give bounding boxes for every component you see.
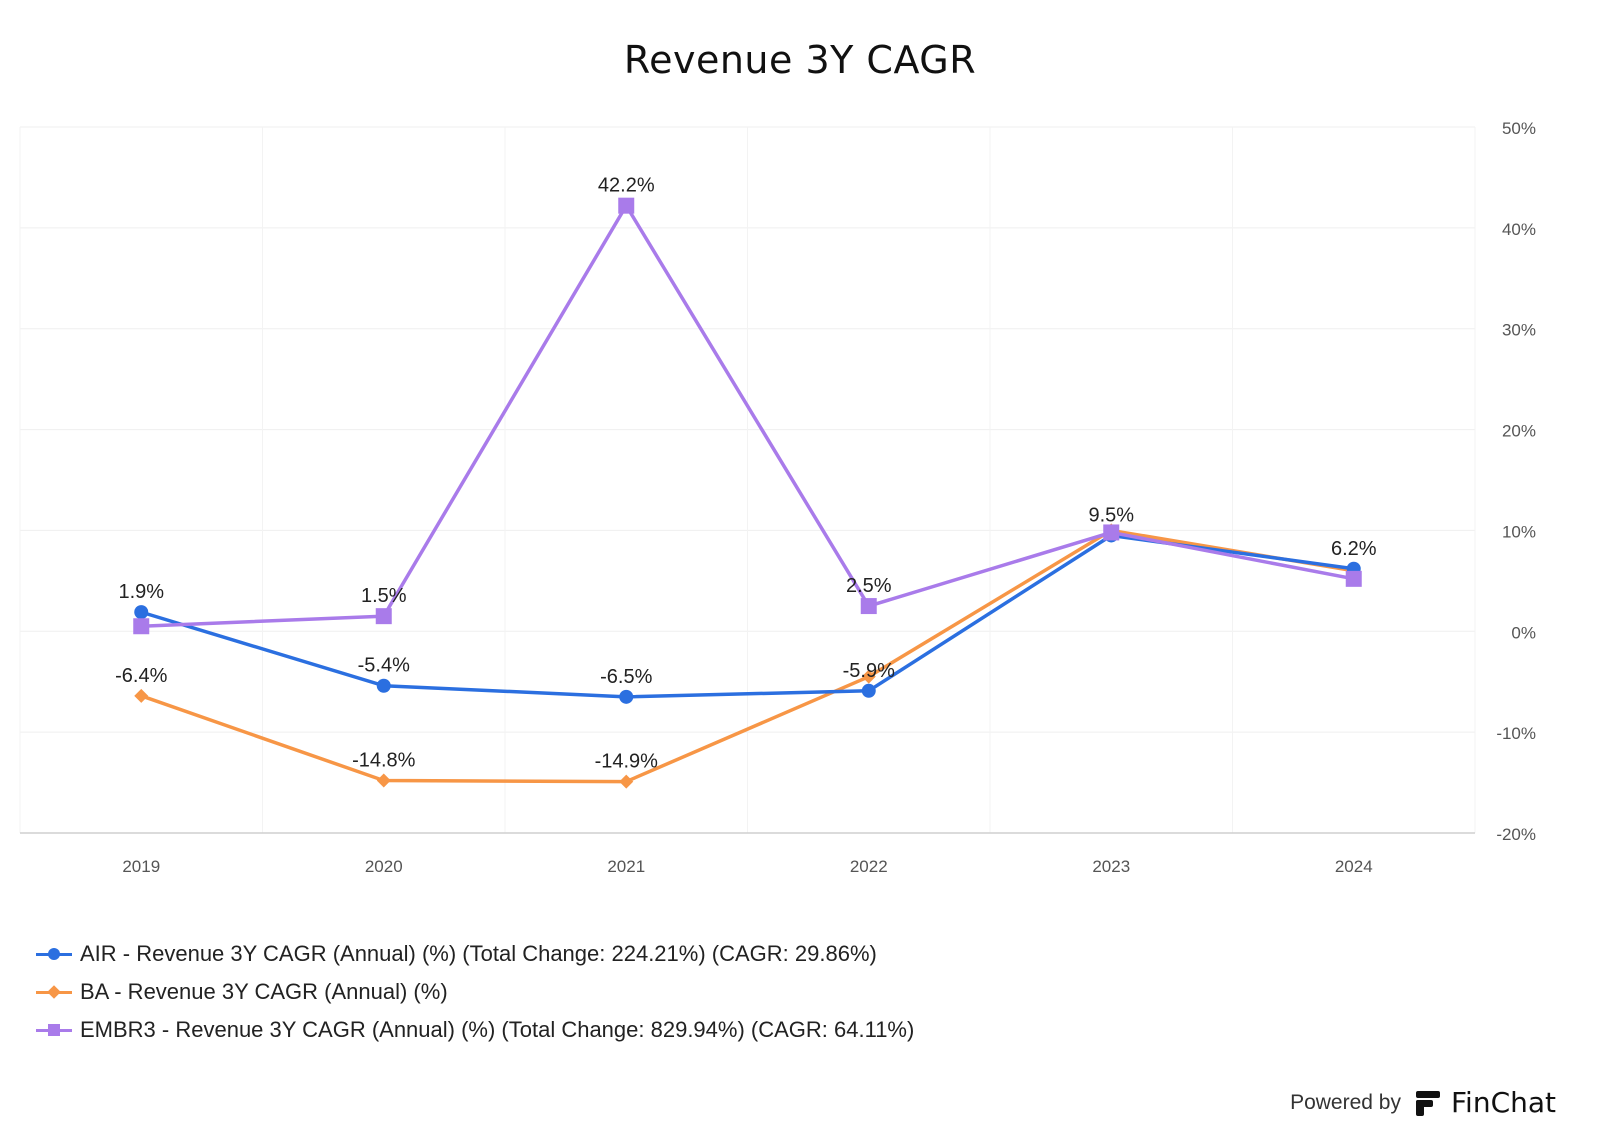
data-label-ba: -14.9% [595, 751, 659, 773]
series [133, 197, 1362, 789]
legend-label-air: AIR - Revenue 3Y CAGR (Annual) (%) (Tota… [80, 941, 877, 966]
chart-title: Revenue 3Y CAGR [623, 38, 977, 82]
data-label-embr3: 2.5% [846, 575, 892, 597]
data-point-air [619, 689, 634, 704]
data-point-embr3 [618, 197, 635, 214]
legend-item-embr3[interactable]: EMBR3 - Revenue 3Y CAGR (Annual) (%) (To… [36, 1011, 914, 1049]
data-label-air: -5.9% [843, 660, 895, 682]
data-point-ba [134, 688, 149, 703]
data-label-air: -5.4% [358, 655, 410, 677]
legend-item-air[interactable]: AIR - Revenue 3Y CAGR (Annual) (%) (Tota… [36, 935, 914, 973]
x-tick-label: 2019 [122, 857, 160, 876]
legend-swatch-ba [36, 985, 72, 999]
powered-by[interactable]: Powered by FinChat [1290, 1086, 1556, 1119]
x-tick-label: 2022 [850, 857, 888, 876]
legend: AIR - Revenue 3Y CAGR (Annual) (%) (Tota… [36, 935, 914, 1049]
axes: 50% 40% 30% 20% 10% 0% -10% -20% 2019 2020 2021 202… [20, 119, 1536, 876]
x-tick-label: 2021 [607, 857, 645, 876]
y-tick-label: 50% [1502, 119, 1536, 138]
data-point-embr3 [1345, 570, 1362, 587]
y-tick-label: 40% [1502, 220, 1536, 239]
data-point-embr3 [860, 598, 877, 615]
data-point-embr3 [1103, 524, 1120, 541]
y-tick-label: 10% [1502, 522, 1536, 541]
legend-swatch-embr3 [36, 1023, 72, 1037]
data-label-ba: -6.4% [115, 665, 167, 687]
series-line-ba [140, 528, 1355, 784]
legend-item-ba[interactable]: BA - Revenue 3Y CAGR (Annual) (%) [36, 973, 914, 1011]
legend-label-embr3: EMBR3 - Revenue 3Y CAGR (Annual) (%) (To… [80, 1017, 915, 1042]
data-label-air: 6.2% [1331, 538, 1377, 560]
finchat-logo-icon [1415, 1090, 1440, 1116]
finchat-brand: FinChat [1450, 1086, 1556, 1119]
y-tick-label: -20% [1496, 825, 1536, 844]
data-label-embr3: 1.5% [361, 585, 407, 607]
data-point-air [134, 605, 149, 620]
x-tick-label: 2024 [1335, 857, 1373, 876]
y-tick-label: 0% [1511, 623, 1536, 642]
data-point-embr3 [133, 618, 150, 635]
data-point-ba [376, 773, 391, 788]
powered-by-text: Powered by [1290, 1090, 1401, 1114]
data-point-air [376, 678, 391, 693]
x-tick-label: 2023 [1092, 857, 1130, 876]
legend-label-ba: BA - Revenue 3Y CAGR (Annual) (%) [80, 979, 448, 1004]
data-label-air: -6.5% [600, 666, 652, 688]
data-label-ba: -14.8% [352, 750, 416, 772]
data-label-embr3: 42.2% [598, 175, 655, 197]
legend-swatch-air [36, 947, 72, 961]
x-tick-label: 2020 [365, 857, 403, 876]
data-point-air [861, 683, 876, 698]
data-point-ba [619, 774, 634, 789]
y-tick-label: 20% [1502, 422, 1536, 441]
data-point-ba [861, 669, 876, 684]
y-tick-label: -10% [1496, 724, 1536, 743]
data-point-embr3 [375, 608, 392, 625]
data-label-air: 9.5% [1088, 504, 1134, 526]
y-tick-label: 30% [1502, 321, 1536, 340]
grid [19, 126, 1476, 833]
data-label-air: 1.9% [118, 581, 164, 603]
data-labels: 1.9% -5.4% -6.5% -5.9% 9.5% 6.2% -6.4% -14.8% -1… [115, 175, 1377, 773]
series-line-embr3 [141, 203, 1355, 628]
